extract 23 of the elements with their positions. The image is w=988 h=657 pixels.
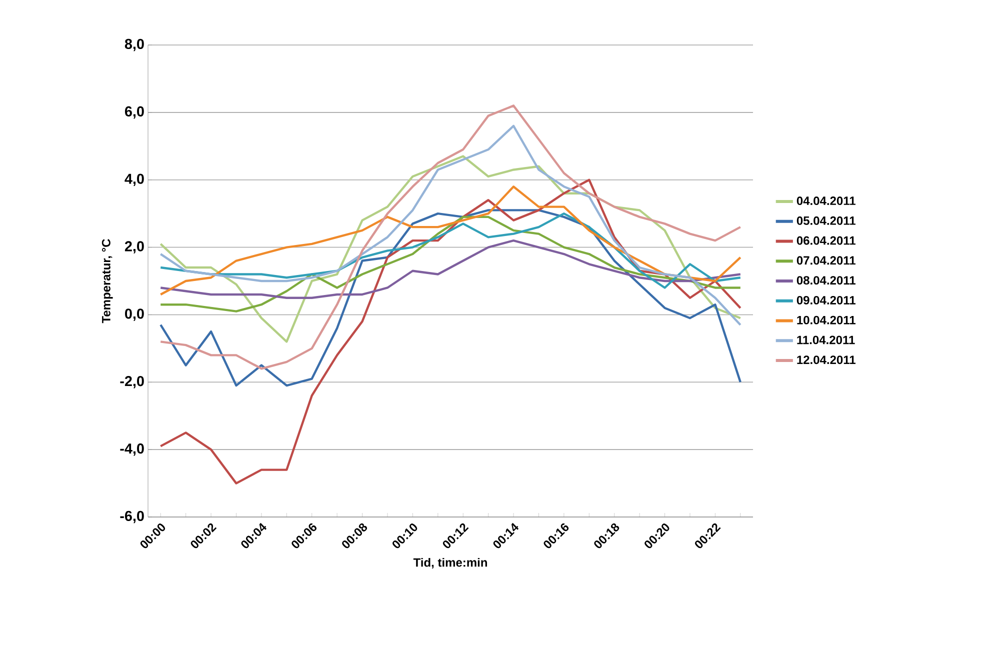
y-tick-label: -2,0 [120, 376, 144, 388]
y-tick-label: 6,0 [124, 106, 144, 119]
legend-label: 08.04.2011 [796, 276, 856, 285]
y-axis-title: Temperatur, °C [102, 239, 113, 324]
y-tick-label: 8,0 [124, 38, 144, 52]
y-tick-label: 4,0 [124, 174, 144, 186]
legend-label: 04.04.2011 [796, 196, 856, 206]
line-series [160, 104, 742, 370]
y-tick-label: 0,0 [125, 308, 144, 321]
legend-label: 05.04.2011 [796, 216, 856, 225]
x-axis-title: Tid, time:min [413, 558, 487, 568]
legend-label: 11.04.2011 [797, 336, 855, 344]
line-series [160, 178, 742, 484]
y-tick-label: 2,0 [124, 241, 144, 254]
y-tick-label: -4,0 [120, 443, 144, 456]
legend-label: 07.04.2011 [796, 256, 856, 265]
legend-label: 12.04.2011 [797, 356, 856, 364]
legend-label: 09.04.2011 [796, 296, 856, 304]
line-series [160, 186, 742, 296]
legend-label: 10.04.2011 [797, 316, 856, 324]
y-tick-label: -6,0 [120, 510, 144, 524]
line-series [160, 155, 742, 343]
legend-label: 06.04.2011 [796, 236, 856, 245]
